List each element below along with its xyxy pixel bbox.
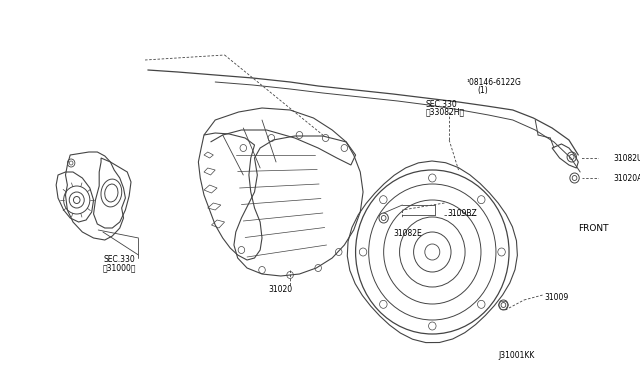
Text: FRONT: FRONT xyxy=(579,224,609,232)
Text: 31009: 31009 xyxy=(545,294,569,302)
Text: 31082E: 31082E xyxy=(393,228,422,237)
Text: 〳33082H〴: 〳33082H〴 xyxy=(426,108,465,116)
Text: J31001KK: J31001KK xyxy=(499,350,534,359)
Text: 〳31000〴: 〳31000〴 xyxy=(103,263,136,273)
Text: (1): (1) xyxy=(477,86,488,94)
Text: 3109BZ: 3109BZ xyxy=(447,208,477,218)
Text: 31020: 31020 xyxy=(269,285,292,295)
Text: ¹08146-6122G: ¹08146-6122G xyxy=(466,77,521,87)
Text: SEC.330: SEC.330 xyxy=(104,256,136,264)
Text: 31082U: 31082U xyxy=(613,154,640,163)
Text: SEC.330: SEC.330 xyxy=(426,99,458,109)
Text: 31020A: 31020A xyxy=(613,173,640,183)
